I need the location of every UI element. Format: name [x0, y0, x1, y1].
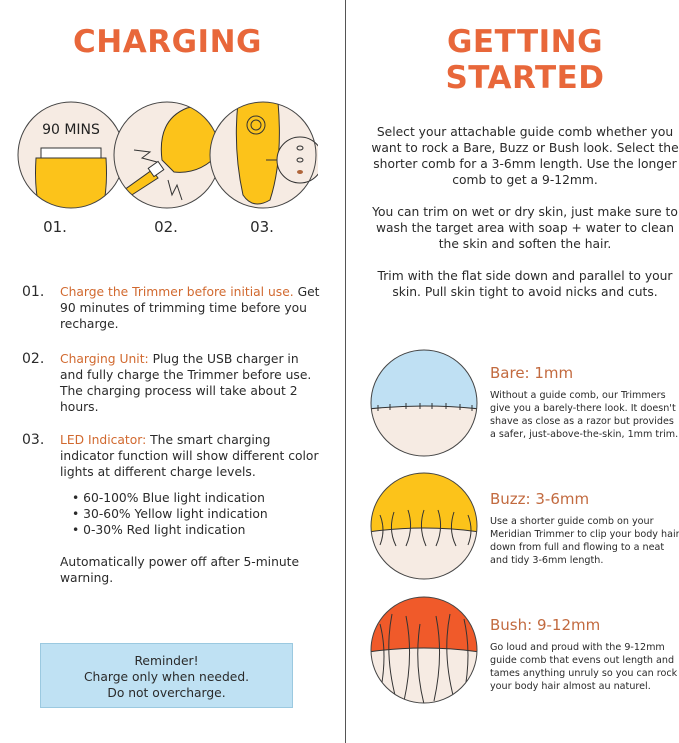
item-text: The smart charging indicator function wi…: [60, 433, 319, 479]
style-description: Go loud and proud with the 9-12mm guide …: [490, 642, 678, 692]
style-bush: Bush: 9-12mm Go loud and proud with the …: [490, 616, 679, 693]
led-bullet-list: • 60-100% Blue light indication • 30-60%…: [72, 491, 268, 537]
instruction-paragraph: You can trim on wet or dry skin, just ma…: [372, 205, 678, 251]
style-description: Without a guide comb, our Trimmers give …: [490, 390, 679, 440]
buzz-hair-illustration: [370, 472, 478, 580]
title-line: GETTING: [446, 24, 604, 60]
item-text: Plug the USB charger in and fully charge…: [60, 352, 312, 414]
instruction-paragraph: Select your attachable guide comb whethe…: [371, 125, 679, 187]
charging-item-2: 02. Charging Unit: Plug the USB charger …: [22, 351, 322, 415]
item-number: 03.: [22, 432, 45, 448]
instructions: Select your attachable guide comb whethe…: [365, 124, 679, 316]
charging-item-3: 03. LED Indicator: The smart charging in…: [22, 432, 322, 586]
charging-title: CHARGING: [73, 24, 262, 60]
step-label: 01.: [43, 218, 67, 236]
style-bare: Bare: 1mm Without a guide comb, our Trim…: [490, 364, 679, 441]
reminder-box: Reminder! Charge only when needed. Do no…: [40, 643, 293, 708]
usb-charging-illustration: [113, 101, 221, 209]
style-buzz: Buzz: 3-6mm Use a shorter guide comb on …: [490, 490, 679, 567]
item-highlight: Charge the Trimmer before initial use.: [60, 285, 294, 299]
bullet-item: 30-60% Yellow light indication: [83, 507, 268, 521]
style-description: Use a shorter guide comb on your Meridia…: [490, 516, 679, 566]
illustration-text: 90 MINS: [42, 122, 100, 138]
auto-off-note: Automatically power off after 5-minute w…: [60, 555, 300, 585]
title-line: STARTED: [445, 60, 605, 96]
bare-hair-illustration: [370, 349, 478, 457]
item-number: 02.: [22, 351, 45, 367]
style-title: Buzz: 3-6mm: [490, 490, 590, 508]
trimmer-90-mins-illustration: 90 MINS: [17, 101, 125, 209]
step-label: 03.: [250, 218, 274, 236]
style-title: Bare: 1mm: [490, 364, 574, 382]
bush-hair-illustration: [370, 596, 478, 704]
item-number: 01.: [22, 284, 45, 300]
instruction-paragraph: Trim with the flat side down and paralle…: [377, 269, 673, 299]
bullet-item: 60-100% Blue light indication: [83, 491, 265, 505]
reminder-title: Reminder!: [134, 654, 199, 668]
style-title: Bush: 9-12mm: [490, 616, 601, 634]
reminder-line: Do not overcharge.: [107, 686, 226, 700]
item-highlight: LED Indicator:: [60, 433, 147, 447]
led-indicator-illustration: [209, 101, 318, 209]
item-highlight: Charging Unit:: [60, 352, 149, 366]
column-divider: [345, 0, 346, 743]
bullet-item: 0-30% Red light indication: [83, 523, 246, 537]
item-text: Get 90 minutes of trimming time before y…: [60, 285, 320, 331]
step-label: 02.: [154, 218, 178, 236]
getting-started-title: GETTING STARTED: [365, 24, 679, 96]
charging-item-1: 01. Charge the Trimmer before initial us…: [22, 284, 322, 332]
reminder-line: Charge only when needed.: [83, 670, 250, 684]
